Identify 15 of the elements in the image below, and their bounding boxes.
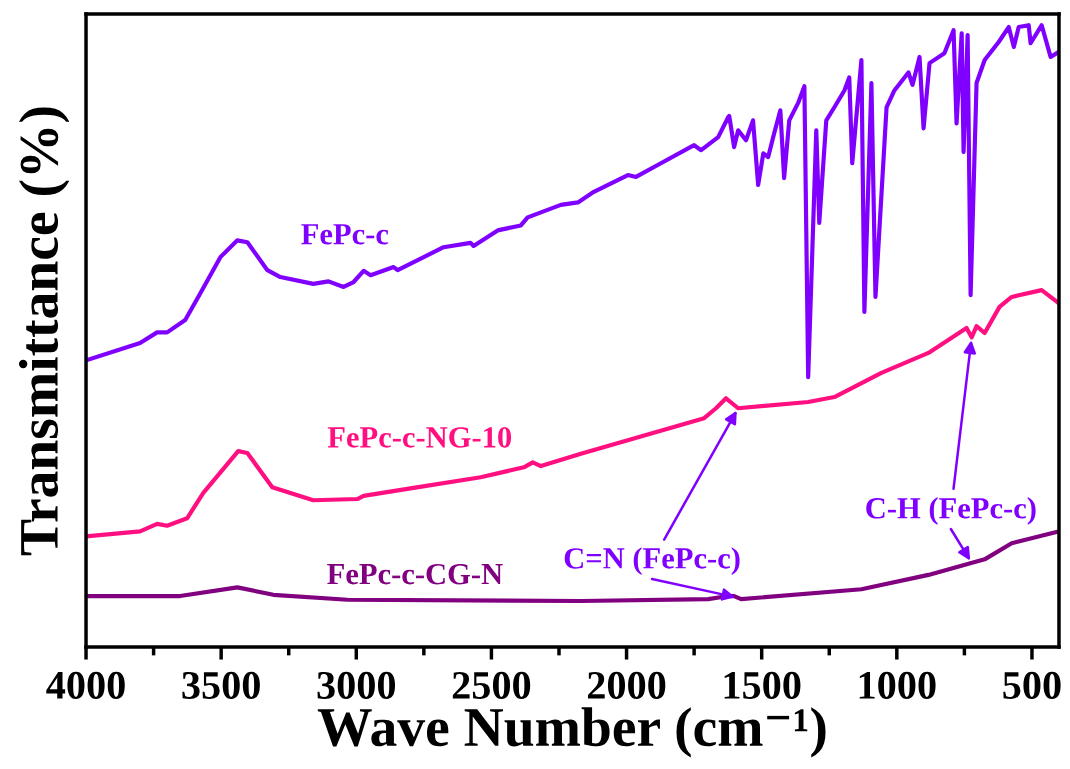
x-tick-label: 1500 [724,671,801,699]
y-axis-title: Transmittance (%) [18,107,70,556]
x-tick-label: 2500 [452,671,531,699]
x-tick-label: 2000 [587,671,666,699]
annotation: C=N (FePc-c) [564,547,740,575]
x-tick-label: 3500 [182,671,260,699]
x-axis-title: Wave Number (cm⁻¹) [317,707,826,758]
annotation: C-H (FePc-c) [866,497,1036,525]
x-tick-label: 500 [1003,671,1061,699]
x-tick-label: 4000 [46,671,125,699]
series-label: FePc-c-NG-10 [327,427,512,448]
series-label: FePc-c-CG-N [327,563,503,585]
series-label: FePc-c [301,224,389,245]
x-tick-label: 1000 [859,671,936,699]
x-tick-label: 3000 [317,671,396,699]
